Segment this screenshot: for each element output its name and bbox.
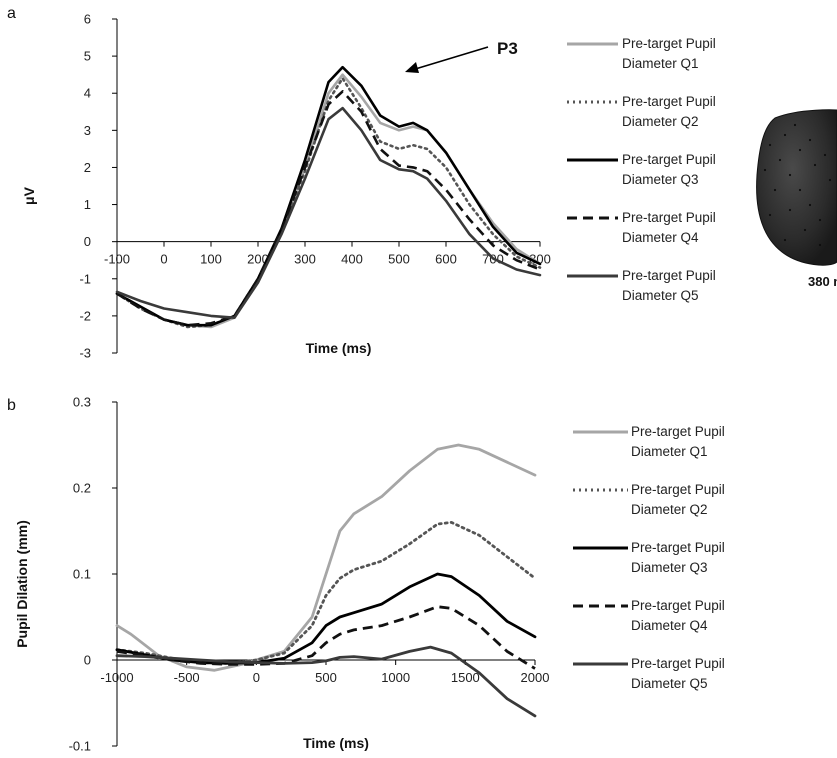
y-tick-label: 0 <box>84 234 91 249</box>
series-line-q5 <box>115 645 537 718</box>
legend-label-q2: Pre-target Pupil Diameter Q2 <box>622 94 716 129</box>
y-axis-title: μV <box>21 186 37 205</box>
topo-electrode-dot <box>783 238 787 242</box>
x-axis-title: Time (ms) <box>303 735 369 751</box>
topo-electrode-dot <box>808 138 812 142</box>
legend-label-q2: Pre-target Pupil Diameter Q2 <box>631 482 725 517</box>
topo-electrode-dot <box>763 168 767 172</box>
topo-electrode-dot <box>818 243 822 247</box>
series-line-q4 <box>116 90 541 327</box>
y-axis-title: Pupil Dilation (mm) <box>14 520 30 648</box>
y-tick-label: 2 <box>84 160 91 175</box>
y-tick-label: 6 <box>84 12 91 27</box>
y-tick-label: 0.2 <box>73 481 91 496</box>
topo-electrode-dot <box>798 148 802 152</box>
series-line-q5 <box>115 106 542 319</box>
topo-electrode-dot <box>803 228 807 232</box>
legend-label-q4: Pre-target Pupil Diameter Q4 <box>622 210 716 245</box>
y-tick-label: 0.1 <box>73 567 91 582</box>
topo-electrode-dot <box>788 208 792 212</box>
legend-label-q3: Pre-target Pupil Diameter Q3 <box>631 540 725 575</box>
x-tick-label: 100 <box>200 252 222 267</box>
x-tick-label: -1000 <box>100 670 133 685</box>
x-tick-label: 1000 <box>381 670 410 685</box>
legend-label-q3: Pre-target Pupil Diameter Q3 <box>622 152 716 187</box>
y-tick-label: 3 <box>84 123 91 138</box>
x-tick-label: 200 <box>247 252 269 267</box>
topography-map: 380 ms <box>756 109 837 289</box>
topo-electrode-dot <box>808 203 812 207</box>
x-tick-label: 2000 <box>521 670 550 685</box>
topo-electrode-dot <box>828 178 832 182</box>
topo-electrode-dot <box>768 143 772 147</box>
p3-arrow-shaft <box>411 46 489 71</box>
topo-electrode-dot <box>788 173 792 177</box>
legend-label-q1: Pre-target Pupil Diameter Q1 <box>631 424 725 459</box>
x-tick-label: 500 <box>388 252 410 267</box>
x-tick-label: 500 <box>315 670 337 685</box>
p3-arrow-head <box>405 62 419 73</box>
topo-electrode-dot <box>783 133 787 137</box>
x-tick-label: -100 <box>104 252 130 267</box>
series-line-q3 <box>115 572 537 665</box>
y-tick-label: 1 <box>84 197 91 212</box>
y-tick-label: 0.3 <box>73 395 91 410</box>
x-tick-label: 0 <box>160 252 167 267</box>
legend-label-q1: Pre-target Pupil Diameter Q1 <box>622 36 716 71</box>
y-tick-label: -1 <box>79 271 91 286</box>
panel-b-chart: b -0.1 0 0.1 0.2 0.3 -1000 -500 0 500 1000 1500 2000… <box>7 395 725 754</box>
y-tick-label: 4 <box>84 86 91 101</box>
x-tick-label: 1500 <box>451 670 480 685</box>
y-tick-label: -2 <box>79 308 91 323</box>
topo-time-label: 380 ms <box>808 274 837 289</box>
x-tick-label: 800 <box>529 252 551 267</box>
x-tick-label: 0 <box>253 670 260 685</box>
y-tick-label: 5 <box>84 49 91 64</box>
panel-letter: a <box>7 5 16 22</box>
topo-electrode-dot <box>813 163 817 167</box>
topo-electrode-dot <box>768 213 772 217</box>
x-tick-label: 300 <box>294 252 316 267</box>
topo-electrode-dot <box>818 218 822 222</box>
topo-electrode-dot <box>793 123 797 127</box>
topo-electrode-dot <box>778 158 782 162</box>
x-axis-title: Time (ms) <box>306 340 372 356</box>
p3-annotation: P3 <box>497 39 518 58</box>
topo-head-shape <box>756 109 837 266</box>
x-tick-label: 400 <box>341 252 363 267</box>
series-line-q1 <box>115 443 537 672</box>
x-tick-label: 600 <box>435 252 457 267</box>
series-line-q4 <box>116 605 536 670</box>
panel-letter: b <box>7 397 16 414</box>
legend-label-q5: Pre-target Pupil Diameter Q5 <box>622 268 716 303</box>
x-tick-label: -500 <box>174 670 200 685</box>
y-tick-label: -0.1 <box>69 739 91 754</box>
topo-electrode-dot <box>798 188 802 192</box>
topo-electrode-dot <box>773 188 777 192</box>
y-tick-label: -3 <box>79 346 91 361</box>
legend-label-q4: Pre-target Pupil Diameter Q4 <box>631 598 725 633</box>
y-tick-label: 0 <box>84 653 91 668</box>
topo-electrode-dot <box>823 153 827 157</box>
legend-label-q5: Pre-target Pupil Diameter Q5 <box>631 656 725 691</box>
